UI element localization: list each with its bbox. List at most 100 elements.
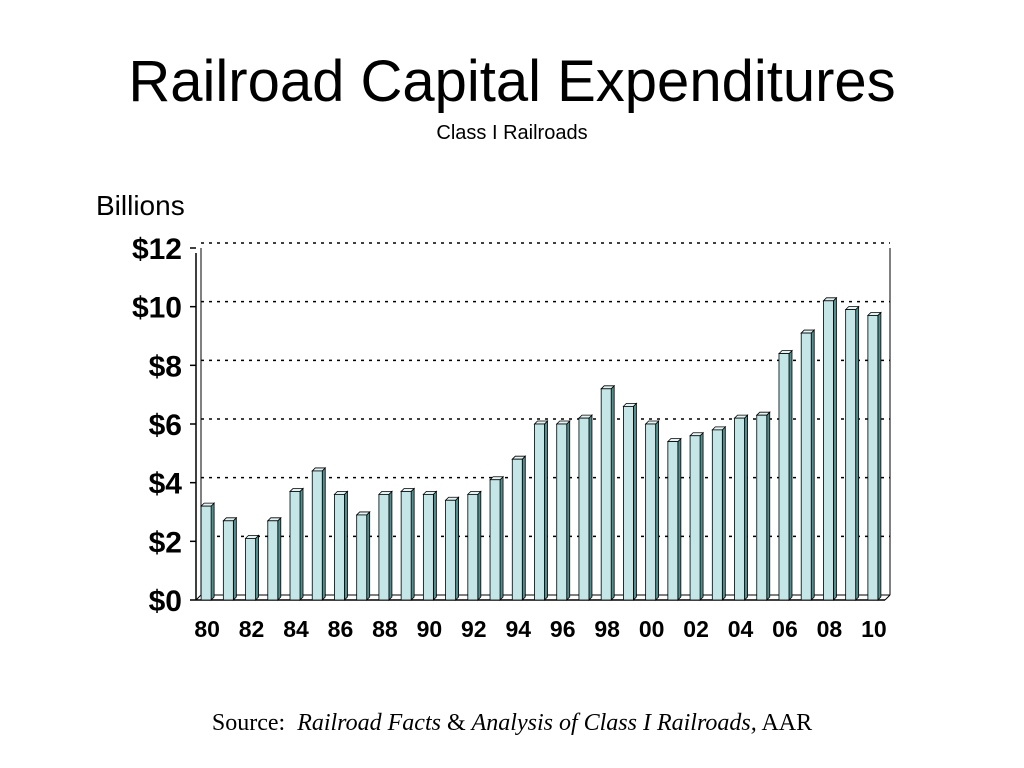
floor-right-edge (884, 594, 891, 601)
bar-side (855, 305, 860, 601)
bar-01 (666, 437, 682, 601)
bar-side (255, 534, 259, 601)
bar-front (556, 423, 568, 601)
y-axis-ticks: $0 $2 $4 $6 $8 $10 $12 (132, 233, 196, 618)
bar-side (455, 496, 459, 601)
bar-side (477, 490, 482, 601)
bar-side (299, 487, 304, 601)
bar-side (610, 384, 615, 601)
bar-side (566, 420, 571, 601)
bar-side (232, 516, 237, 601)
x-tick-label: 08 (817, 616, 843, 642)
bar-front (756, 414, 768, 601)
bar-side (810, 329, 815, 601)
bar-front (867, 315, 879, 601)
x-axis-ticks: 80 82 84 86 88 90 92 94 96 98 00 02 04 06 08 10 (194, 616, 886, 642)
bar-front (645, 423, 657, 601)
x-tick-label: 98 (594, 616, 620, 642)
bar-09 (844, 305, 860, 601)
bar-front (667, 441, 679, 601)
y-tick-label: $6 (149, 409, 182, 442)
bar-side (588, 414, 593, 601)
bar-side (721, 425, 726, 601)
bar-86 (333, 490, 349, 601)
bar-side (521, 455, 526, 601)
bar-side (410, 487, 415, 601)
bar-83 (266, 516, 282, 601)
bar-front (578, 417, 590, 601)
bar-front (734, 417, 745, 601)
x-tick-label: 10 (861, 616, 887, 642)
x-tick-label: 86 (328, 616, 354, 642)
bar-side (877, 311, 882, 601)
bar-side (388, 490, 393, 601)
bar-front (445, 499, 456, 601)
bar-07 (800, 329, 816, 601)
bars (200, 296, 882, 601)
bar-82 (244, 534, 260, 601)
bar-98 (600, 384, 616, 601)
bar-front (311, 470, 323, 601)
bar-94 (511, 455, 527, 601)
bar-front (534, 423, 545, 601)
source-ampersand: & (446, 710, 466, 736)
bar-10 (866, 311, 882, 601)
chart-subtitle: Class I Railroads (436, 122, 588, 144)
bar-front (222, 520, 234, 601)
bar-side (321, 466, 326, 601)
y-tick-label: $4 (149, 468, 183, 501)
floor-left-edge (195, 594, 202, 601)
bar-front (400, 491, 412, 601)
y-tick-label: $10 (132, 292, 182, 325)
bar-front (467, 493, 479, 601)
x-tick-label: 92 (461, 616, 487, 642)
bar-front (489, 479, 501, 601)
x-tick-label: 00 (639, 616, 665, 642)
source-suffix: AAR (761, 710, 813, 736)
bar-front (422, 493, 434, 601)
bar-05 (755, 411, 771, 601)
bar-99 (622, 402, 638, 601)
y-tick-label: $2 (149, 526, 182, 559)
bar-side (499, 475, 504, 601)
source-note: Source: Railroad Facts & Analysis of Cla… (0, 708, 1024, 738)
x-tick-label: 90 (417, 616, 443, 642)
bar-93 (489, 475, 505, 601)
bar-side (344, 490, 348, 601)
bar-side (432, 490, 437, 601)
chart-title: Railroad Capital Expenditures (128, 49, 896, 114)
bar-front (334, 493, 345, 601)
bar-side (766, 411, 771, 601)
bar-92 (466, 490, 482, 601)
bar-side (677, 437, 682, 601)
bar-side (210, 502, 215, 601)
bar-04 (733, 414, 749, 601)
source-prefix: Source: (211, 710, 286, 736)
bar-97 (577, 414, 593, 601)
x-tick-label: 94 (505, 616, 531, 642)
bar-front (845, 309, 857, 601)
bar-front (356, 514, 368, 601)
bar-front (511, 458, 523, 601)
bar-side (544, 420, 548, 601)
bar-side (655, 420, 660, 601)
bar-84 (289, 487, 304, 601)
bar-side (788, 349, 793, 601)
x-tick-label: 04 (728, 616, 754, 642)
x-tick-label: 88 (372, 616, 398, 642)
x-tick-label: 96 (550, 616, 576, 642)
bar-95 (533, 420, 549, 601)
bar-front (711, 429, 723, 601)
unit-label: Billions (96, 190, 185, 221)
source-title-1: Railroad Facts (297, 710, 441, 736)
bar-96 (555, 420, 571, 601)
bar-front (823, 300, 834, 601)
bar-side (699, 431, 704, 601)
bar-side (833, 296, 837, 601)
bar-03 (711, 425, 727, 601)
bar-front (267, 520, 279, 601)
bar-front (778, 353, 790, 601)
bar-front (600, 388, 612, 601)
x-tick-label: 84 (283, 616, 309, 642)
